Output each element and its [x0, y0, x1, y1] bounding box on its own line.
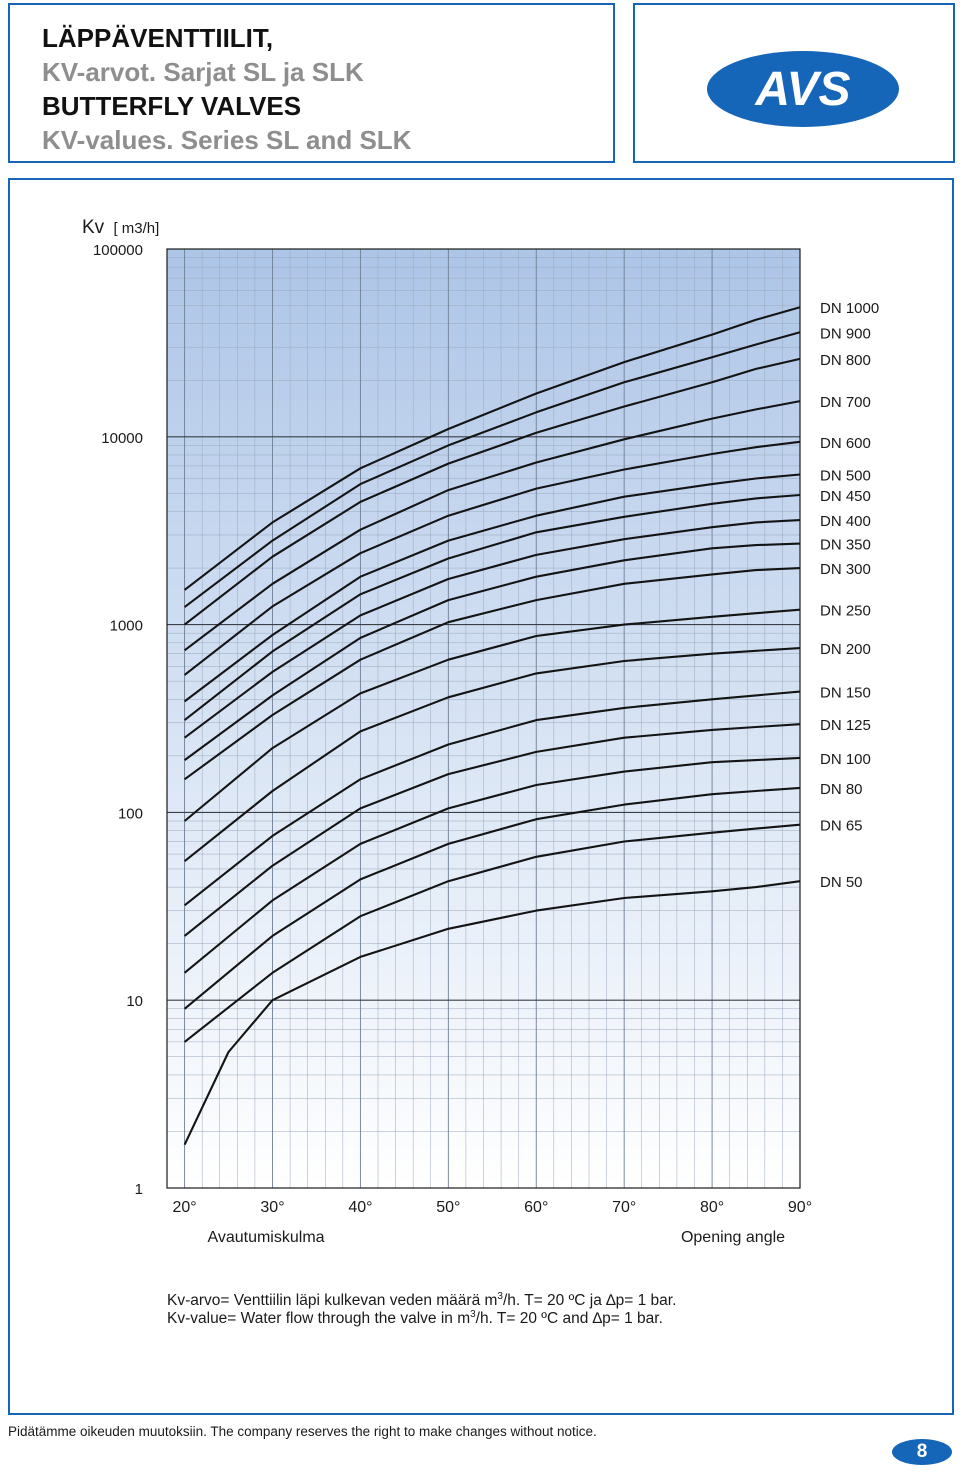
curve-dn-500: [183, 473, 801, 703]
x-tick-label: 70°: [612, 1199, 636, 1216]
series-label-dn-125: DN 125: [820, 717, 871, 734]
title-en: BUTTERFLY VALVES: [42, 91, 302, 121]
series-label-dn-500: DN 500: [820, 467, 871, 484]
note-fi-prefix: Kv-arvo= Venttiilin läpi kulkevan veden …: [167, 1292, 498, 1310]
x-tick-label: 90°: [788, 1199, 812, 1216]
logo-box: AVS: [633, 3, 955, 163]
y-axis-symbol: Kv: [82, 217, 105, 238]
plot-frame: [166, 248, 801, 1189]
note-en-suffix: /h. T= 20 ºC and ∆p= 1 bar.: [475, 1310, 663, 1328]
series-label-dn-600: DN 600: [820, 435, 871, 452]
series-label-dn-200: DN 200: [820, 641, 871, 658]
note-en-sup: 3: [470, 1309, 476, 1320]
x-tick-labels: 20° 30° 40° 50° 60° 70° 80° 90°: [172, 1199, 812, 1216]
y-axis-unit: [ m3/h]: [113, 220, 159, 237]
series-label-dn-350: DN 350: [820, 537, 871, 554]
x-tick-label: 40°: [348, 1199, 372, 1216]
curve-dn-200: [183, 647, 801, 863]
footer-disclaimer: Pidätämme oikeuden muutoksiin. The compa…: [8, 1424, 597, 1439]
y-tick-label: 10: [126, 993, 143, 1010]
x-axis-label-fi: Avautumiskulma: [207, 1229, 324, 1246]
title-box: LÄPPÄVENTTIILIT, KV-arvot. Sarjat SL ja …: [8, 3, 615, 163]
curve-dn-250: [183, 608, 801, 822]
series-label-dn-300: DN 300: [820, 561, 871, 578]
y-tick-label: 10000: [101, 430, 143, 447]
curves: [183, 306, 801, 1146]
curve-dn-350: [183, 542, 801, 761]
title-fi: LÄPPÄVENTTIILIT,: [42, 23, 274, 53]
curve-dn-700: [183, 400, 801, 652]
curve-dn-125: [183, 723, 801, 937]
y-tick-label: 1: [135, 1181, 143, 1198]
grid-minor: [167, 249, 800, 1188]
grid-major: [167, 249, 800, 1188]
avs-logo: AVS: [707, 51, 899, 127]
curve-dn-450: [183, 493, 801, 721]
note-fi: Kv-arvo= Venttiilin läpi kulkevan veden …: [167, 1288, 676, 1310]
kv-chart: 1 10 100 1000 10000 100000 20° 30° 40° 50° 60° 70°…: [82, 217, 879, 1246]
curve-dn-600: [183, 440, 801, 676]
note-en: Kv-value= Water flow through the valve i…: [167, 1306, 663, 1328]
x-tick-label: 50°: [436, 1199, 460, 1216]
series-label-dn-1000: DN 1000: [820, 300, 879, 317]
series-label-dn-250: DN 250: [820, 603, 871, 620]
x-axis-label-en: Opening angle: [681, 1229, 785, 1246]
logo-text: AVS: [754, 63, 850, 116]
series-label-dn-65: DN 65: [820, 818, 863, 835]
note-en-prefix: Kv-value= Water flow through the valve i…: [167, 1310, 471, 1328]
y-tick-label: 1000: [110, 618, 143, 635]
y-axis-label: Kv [ m3/h]: [82, 217, 159, 238]
series-label-dn-150: DN 150: [820, 685, 871, 702]
logo-ellipse: [707, 51, 899, 127]
curve-dn-65: [183, 823, 801, 1043]
curve-dn-80: [183, 786, 801, 1010]
series-label-dn-400: DN 400: [820, 513, 871, 530]
series-label-dn-900: DN 900: [820, 325, 871, 342]
y-tick-label: 100: [118, 805, 143, 822]
x-tick-label: 20°: [172, 1199, 196, 1216]
series-label-dn-50: DN 50: [820, 874, 863, 891]
page-badge-shape: [892, 1439, 952, 1465]
series-label-dn-700: DN 700: [820, 394, 871, 411]
chart-panel: [8, 178, 954, 1415]
curve-dn-300: [183, 567, 801, 781]
page-number: 8: [916, 1441, 928, 1462]
curve-dn-50: [183, 880, 801, 1146]
page-badge: 8: [891, 1438, 953, 1466]
series-label-dn-450: DN 450: [820, 488, 871, 505]
x-tick-label: 60°: [524, 1199, 548, 1216]
x-tick-label: 30°: [260, 1199, 284, 1216]
subtitle-en: KV-values. Series SL and SLK: [42, 125, 412, 155]
curve-dn-1000: [183, 306, 801, 591]
series-label-dn-100: DN 100: [820, 751, 871, 768]
y-tick-labels: 1 10 100 1000 10000 100000: [93, 242, 143, 1198]
note-fi-suffix: /h. T= 20 ºC ja ∆p= 1 bar.: [502, 1292, 677, 1310]
curve-dn-800: [183, 357, 801, 626]
y-tick-label: 100000: [93, 242, 143, 259]
curve-dn-150: [183, 690, 801, 907]
series-labels: DN 1000 DN 900 DN 800 DN 700 DN 600 DN 500 DN …: [820, 300, 879, 891]
x-tick-label: 80°: [700, 1199, 724, 1216]
subtitle-fi: KV-arvot. Sarjat SL ja SLK: [42, 57, 364, 87]
series-label-dn-800: DN 800: [820, 352, 871, 369]
curve-dn-100: [183, 756, 801, 974]
curve-dn-400: [183, 519, 801, 739]
series-label-dn-80: DN 80: [820, 781, 863, 798]
note-fi-sup: 3: [497, 1291, 503, 1302]
curve-dn-900: [183, 331, 801, 608]
